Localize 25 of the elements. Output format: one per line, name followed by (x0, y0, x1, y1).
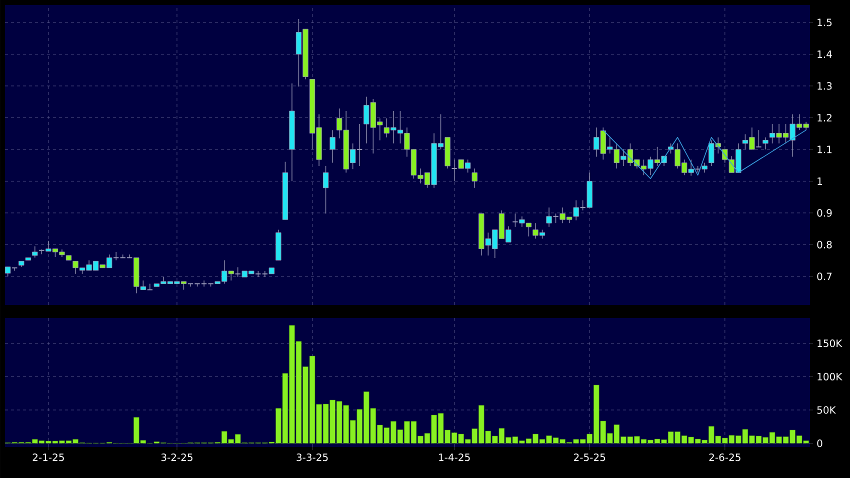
candlestick (330, 130, 336, 164)
candlestick (472, 168, 478, 188)
y-tick-label: 1.2 (818, 114, 832, 122)
candlestick (702, 162, 708, 173)
candlestick (762, 137, 768, 150)
candlestick (322, 166, 329, 214)
y-tick-label: 100K (818, 372, 842, 380)
y-tick-label: 50K (817, 406, 836, 414)
y-tick-label: 1.4 (818, 50, 832, 58)
x-tick-label: 3-2-25 (161, 454, 192, 462)
y-tick-label: 0.7 (817, 272, 832, 280)
y-tick-label: 1 (818, 178, 822, 185)
y-tick-label: 0 (817, 440, 822, 448)
x-tick-label: 2-5-25 (574, 454, 606, 462)
x-tick-label: 2-1-25 (32, 454, 64, 462)
x-tick-label: 1-4-25 (439, 454, 470, 462)
y-tick-label: 0.8 (817, 240, 832, 248)
x-tick-label: 2-6-25 (709, 454, 740, 462)
y-tick-label: 150K (818, 340, 842, 348)
x-tick-label: 3-3-25 (296, 454, 328, 462)
y-tick-label: 1.3 (818, 82, 832, 90)
candlestick (32, 246, 38, 258)
y-tick-label: 1.1 (818, 146, 832, 154)
y-tick-label: 1.5 (818, 18, 832, 26)
y-tick-label: 0.9 (817, 209, 832, 217)
